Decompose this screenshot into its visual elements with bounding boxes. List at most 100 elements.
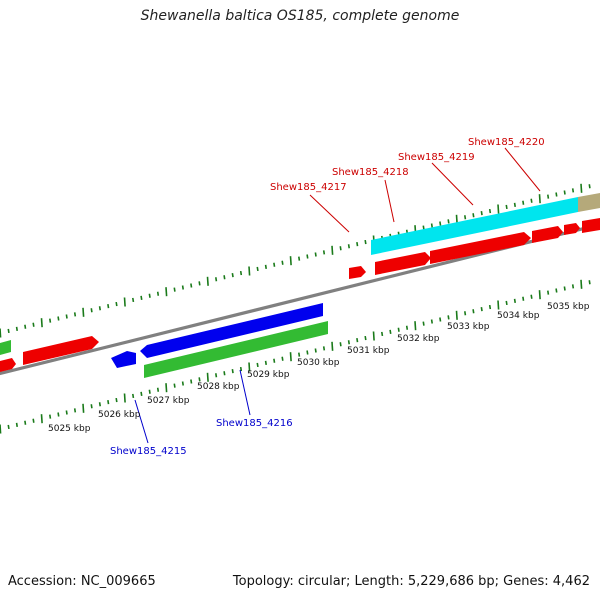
major-tick — [331, 245, 334, 255]
major-tick — [455, 310, 458, 320]
major-tick — [82, 307, 85, 317]
minor-tick — [588, 280, 591, 285]
minor-tick — [148, 293, 151, 298]
minor-tick — [306, 254, 309, 259]
minor-tick — [356, 338, 359, 343]
gene-arrow-blue-4216[interactable] — [140, 303, 323, 358]
gene-arrow-red-end[interactable] — [582, 218, 600, 233]
kbp-tick-label: 5028 kbp — [197, 382, 240, 392]
gene-arrow-red-4218[interactable] — [430, 232, 531, 264]
kbp-tick-label: 5029 kbp — [247, 370, 290, 380]
gene-block-green-left[interactable] — [0, 340, 11, 355]
leader-lines — [134, 147, 541, 444]
minor-tick — [281, 356, 284, 361]
gene-arrow-red-left-2[interactable] — [0, 358, 16, 372]
gene-arrow-red-4217[interactable] — [375, 252, 431, 275]
minor-tick — [49, 414, 52, 419]
minor-tick — [190, 283, 193, 288]
gene-label-top[interactable]: Shew185_4220 — [468, 137, 545, 148]
minor-tick — [447, 219, 450, 224]
minor-tick — [472, 309, 475, 314]
gene-arrow-cyan[interactable] — [371, 197, 578, 255]
minor-tick — [140, 295, 143, 300]
major-tick — [289, 352, 292, 362]
gene-label-bottom[interactable]: Shew185_4216 — [216, 418, 293, 429]
leader-line — [431, 162, 474, 206]
minor-tick — [522, 296, 525, 301]
minor-tick — [256, 266, 259, 272]
minor-tick — [181, 381, 184, 386]
minor-tick — [132, 393, 135, 399]
minor-tick — [364, 335, 367, 341]
minor-tick — [555, 288, 558, 293]
minor-tick — [522, 200, 525, 205]
gene-label-top[interactable]: Shew185_4217 — [270, 182, 347, 193]
minor-tick — [239, 270, 243, 276]
major-tick — [206, 372, 209, 382]
minor-tick — [447, 315, 450, 320]
minor-tick — [215, 373, 218, 378]
gene-arrow-green-4216[interactable] — [144, 321, 328, 378]
minor-tick — [513, 298, 516, 303]
minor-tick — [223, 371, 226, 376]
major-tick — [497, 204, 500, 214]
kbp-tick-label: 5031 kbp — [347, 346, 390, 356]
minor-tick — [49, 318, 52, 323]
minor-tick — [231, 273, 234, 278]
major-tick — [497, 300, 500, 310]
minor-tick — [256, 362, 259, 368]
minor-tick — [98, 306, 101, 311]
gene-label-top[interactable]: Shew185_4219 — [398, 152, 475, 163]
gene-arrow-red-small[interactable] — [349, 266, 366, 279]
minor-tick — [65, 410, 68, 415]
minor-tick — [571, 188, 575, 193]
gene-label-bottom[interactable]: Shew185_4215 — [110, 446, 187, 457]
minor-tick — [488, 304, 492, 310]
minor-tick — [381, 331, 384, 337]
minor-tick — [223, 275, 226, 280]
major-tick — [414, 321, 417, 331]
tick-labels: 5025 kbp 5026 kbp 5027 kbp 5028 kbp 5029 kbp… — [48, 302, 590, 434]
kbp-tick-label: 5032 kbp — [397, 334, 440, 344]
major-tick — [372, 331, 375, 341]
leader-line — [309, 194, 350, 233]
minor-tick — [571, 284, 575, 289]
minor-tick — [322, 250, 326, 255]
kbp-tick-label: 5033 kbp — [447, 322, 490, 332]
kbp-tick-label: 5025 kbp — [48, 424, 91, 434]
minor-tick — [156, 291, 160, 296]
minor-tick — [281, 260, 284, 265]
minor-tick — [547, 290, 550, 295]
minor-tick — [15, 422, 18, 427]
minor-tick — [555, 192, 558, 197]
leader-line — [384, 179, 395, 223]
minor-tick — [397, 327, 400, 332]
minor-tick — [115, 301, 118, 307]
minor-tick — [563, 190, 566, 195]
minor-tick — [57, 412, 60, 417]
gene-arrow-red-4219[interactable] — [532, 226, 563, 243]
major-tick — [580, 183, 583, 193]
minor-tick — [472, 213, 475, 218]
gene-arrow-blue-small[interactable] — [111, 351, 136, 368]
gene-arrow-red-left-1[interactable] — [23, 336, 99, 365]
gene-arrow-red-4220[interactable] — [564, 223, 580, 235]
minor-tick — [90, 404, 93, 409]
upper-tick-row — [0, 183, 591, 338]
minor-tick — [306, 350, 309, 355]
major-tick — [538, 290, 541, 300]
gene-block-khaki[interactable] — [578, 193, 600, 212]
major-tick — [248, 362, 251, 372]
major-tick — [580, 279, 583, 289]
minor-tick — [547, 194, 550, 199]
minor-tick — [239, 366, 243, 372]
lower-tick-row — [0, 279, 591, 434]
minor-tick — [439, 317, 442, 322]
minor-tick — [298, 256, 301, 261]
gene-labels: Shew185_4217 Shew185_4218 Shew185_4219 Shew… — [110, 137, 545, 457]
minor-tick — [505, 300, 508, 306]
minor-tick — [65, 314, 68, 319]
gene-label-top[interactable]: Shew185_4218 — [332, 167, 409, 178]
major-tick — [0, 424, 2, 434]
accession-text: Accession: NC_009665 — [8, 574, 156, 589]
